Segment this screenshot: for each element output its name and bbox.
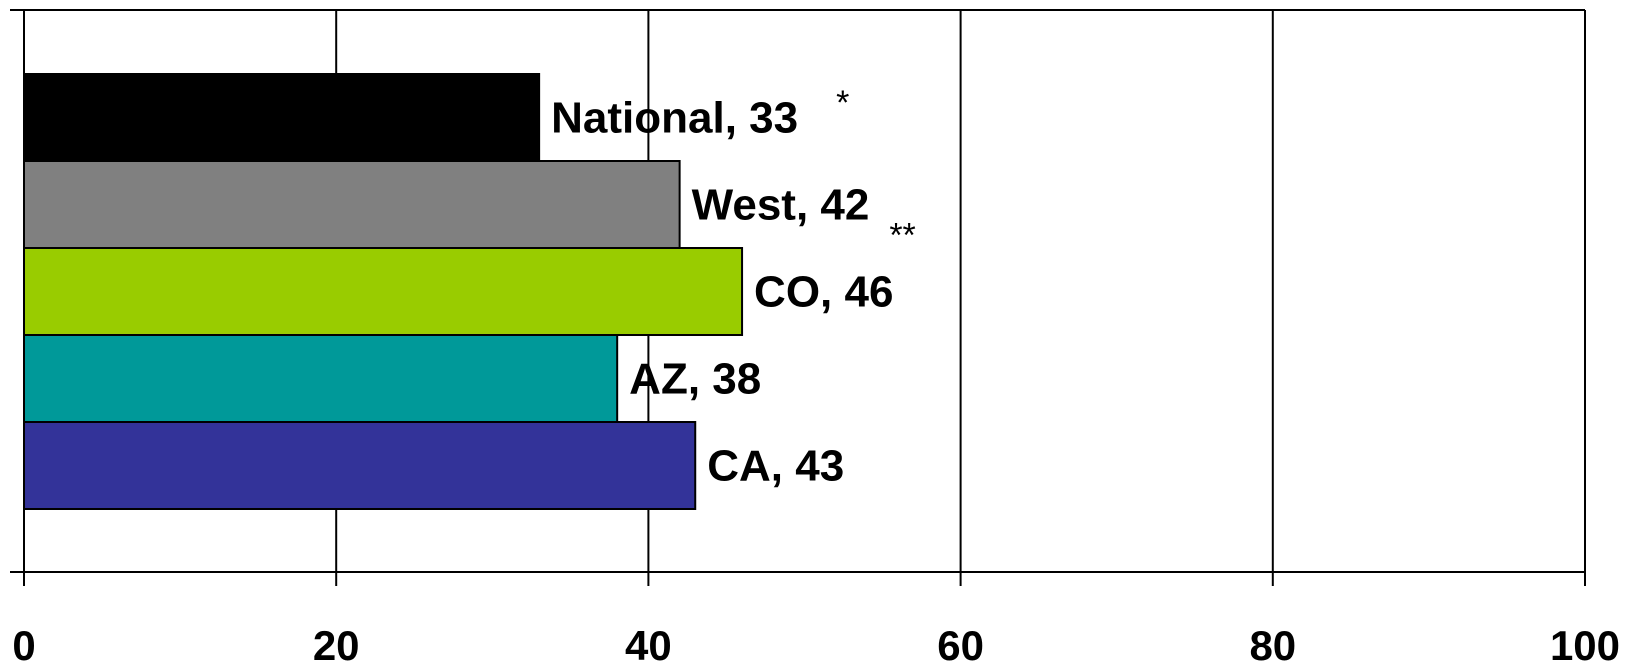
- bars: [23, 73, 744, 510]
- data-labels: National, 33 West, 42 CO, 46 AZ, 38 CA, 43: [551, 94, 893, 491]
- annotations: ***: [836, 84, 916, 255]
- data-label-az: AZ, 38: [629, 355, 761, 404]
- bar-west: [23, 160, 681, 249]
- x-tick-label-100: 100: [1550, 622, 1620, 661]
- annotation-national: *: [836, 84, 849, 122]
- x-tick-label-0: 0: [12, 622, 35, 661]
- x-tick-label-80: 80: [1249, 622, 1296, 661]
- x-tick-label-60: 60: [937, 622, 984, 661]
- x-axis: 0 20 40 60 80 100: [10, 9, 1620, 661]
- annotation-west: **: [889, 217, 915, 255]
- data-label-co: CO, 46: [754, 268, 893, 317]
- bar-az: [23, 334, 619, 423]
- data-label-ca: CA, 43: [707, 442, 844, 491]
- x-tick-label-40: 40: [625, 622, 672, 661]
- bar-ca: [23, 421, 697, 510]
- bar-national: [23, 73, 541, 162]
- x-tick-label-20: 20: [313, 622, 360, 661]
- data-label-national: National, 33: [551, 94, 798, 143]
- bar-co: [23, 247, 744, 336]
- data-label-west: West, 42: [692, 181, 870, 230]
